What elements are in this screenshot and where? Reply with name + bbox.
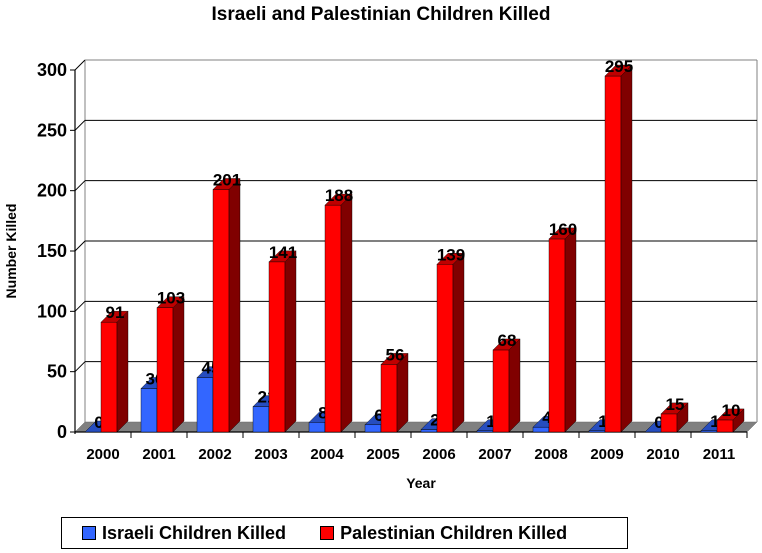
- bar-palestinian: [492, 338, 521, 433]
- data-label: 10: [722, 401, 741, 420]
- x-tick-label: 2011: [703, 446, 736, 463]
- bar-palestinian: [548, 227, 577, 433]
- data-label: 1: [598, 412, 607, 431]
- data-label: 68: [498, 331, 517, 350]
- x-tick-label: 2010: [646, 446, 679, 463]
- y-tick-label: 150: [37, 241, 67, 261]
- data-label: 15: [666, 395, 685, 414]
- x-axis-title: Year: [406, 475, 436, 491]
- bar-palestinian: [660, 402, 689, 433]
- y-axis-title: Number Killed: [3, 204, 19, 299]
- data-label: 6: [374, 406, 383, 425]
- x-tick-label: 2001: [142, 446, 175, 463]
- y-tick-label: 200: [37, 181, 67, 201]
- legend-swatch-israeli: [82, 526, 96, 540]
- bar-palestinian: [324, 193, 353, 433]
- x-tick-label: 2003: [254, 446, 287, 463]
- bar-palestinian: [268, 250, 297, 433]
- data-label: 91: [106, 303, 125, 322]
- chart-title: Israeli and Palestinian Children Killed: [211, 4, 551, 25]
- bar-palestinian: [100, 310, 129, 433]
- bar-palestinian: [716, 408, 745, 433]
- x-tick-label: 2000: [86, 446, 119, 463]
- data-label: 0: [94, 413, 103, 432]
- bar-palestinian: [212, 177, 241, 433]
- y-tick-label: 0: [57, 422, 67, 442]
- x-tick-label: 2007: [478, 446, 511, 463]
- y-tick-label: 300: [37, 60, 67, 80]
- legend-label-israeli: Israeli Children Killed: [102, 522, 287, 543]
- bar-palestinian: [380, 352, 409, 433]
- data-label: 103: [157, 289, 185, 308]
- data-label: 56: [386, 345, 405, 364]
- y-tick-label: 100: [37, 301, 67, 321]
- data-label: 0: [654, 413, 663, 432]
- y-tick-label: 50: [47, 362, 67, 382]
- legend-label-palestinian: Palestinian Children Killed: [340, 522, 568, 543]
- x-tick-label: 2002: [198, 446, 231, 463]
- data-label: 188: [325, 186, 353, 205]
- bar-palestinian: [156, 296, 185, 433]
- data-label: 295: [605, 57, 633, 76]
- data-label: 8: [318, 403, 327, 422]
- data-label: 2: [430, 411, 439, 430]
- legend-swatch-palestinian: [320, 526, 335, 540]
- bar-palestinian: [604, 64, 633, 433]
- legend: Israeli Children Killed Palestinian Chil…: [61, 517, 628, 549]
- legend-item-palestinian: Palestinian Children Killed: [320, 523, 567, 544]
- x-tick-label: 2006: [422, 446, 455, 463]
- data-label: 141: [269, 243, 297, 262]
- data-label: 1: [710, 412, 719, 431]
- x-tick-label: 2005: [366, 446, 399, 463]
- x-tick-label: 2008: [534, 446, 567, 463]
- data-label: 160: [549, 220, 577, 239]
- data-label: 1: [486, 412, 495, 431]
- x-tick-label: 2009: [590, 446, 623, 463]
- data-label: 139: [437, 245, 465, 264]
- y-tick-label: 250: [37, 120, 67, 140]
- data-label: 201: [213, 170, 241, 189]
- x-tick-label: 2004: [310, 446, 344, 463]
- data-label: 4: [542, 408, 552, 427]
- bar-palestinian: [436, 252, 465, 433]
- legend-item-israeli: Israeli Children Killed: [82, 523, 286, 544]
